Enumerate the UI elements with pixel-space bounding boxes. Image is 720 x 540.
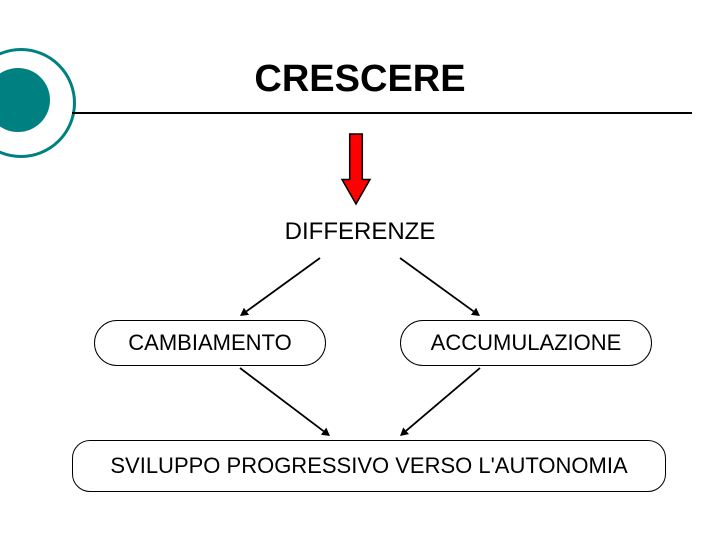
node-accumulazione-label: ACCUMULAZIONE <box>431 330 622 356</box>
node-sviluppo-label: SVILUPPO PROGRESSIVO VERSO L'AUTONOMIA <box>110 453 627 479</box>
slide: CRESCERE DIFFERENZE CAMBIAMENTO ACCUMULA… <box>0 0 720 540</box>
node-cambiamento-label: CAMBIAMENTO <box>128 330 291 356</box>
node-accumulazione: ACCUMULAZIONE <box>400 320 652 366</box>
node-cambiamento: CAMBIAMENTO <box>94 320 326 366</box>
node-sviluppo: SVILUPPO PROGRESSIVO VERSO L'AUTONOMIA <box>72 440 666 492</box>
